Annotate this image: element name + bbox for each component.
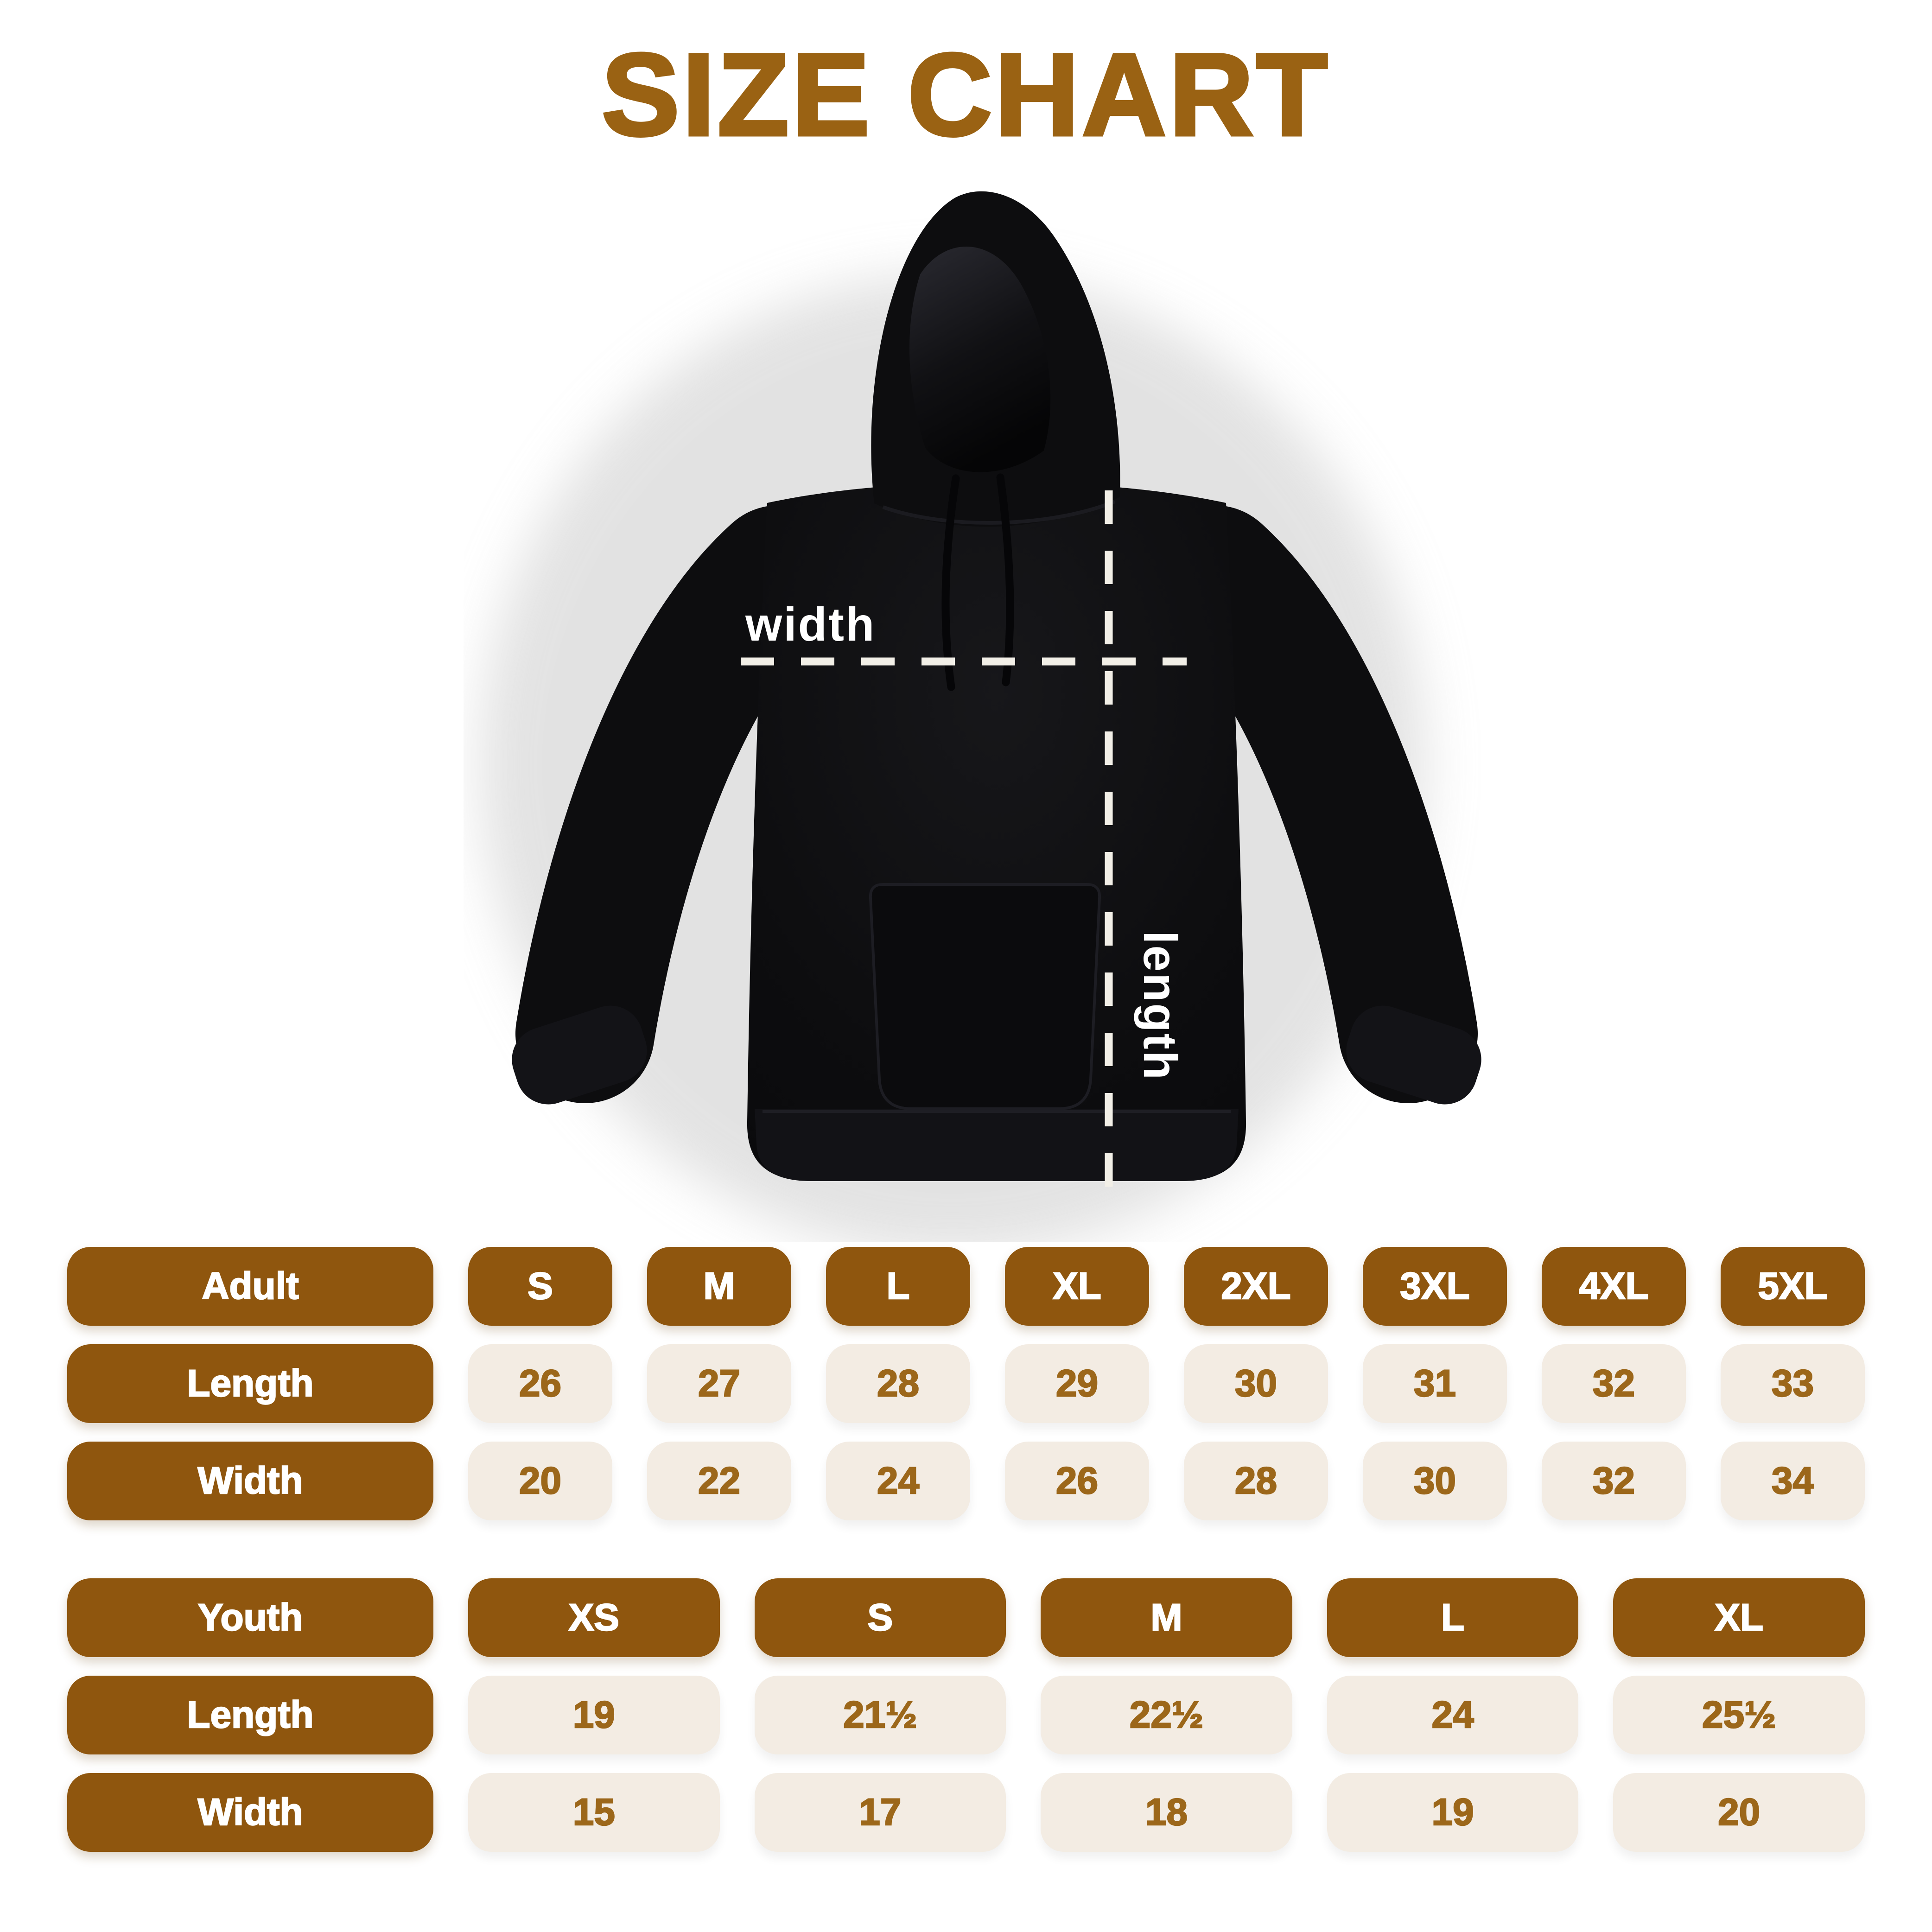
size-header-cell: S xyxy=(754,1578,1006,1657)
value-cell: 18 xyxy=(1041,1773,1292,1852)
value-cell: 24 xyxy=(826,1442,970,1520)
value-cell: 32 xyxy=(1542,1442,1686,1520)
youth-size-table: Youth XS S M L XL Length 19 21½ 22½ 24 2… xyxy=(67,1578,1865,1852)
value-cell: 28 xyxy=(1184,1442,1328,1520)
kangaroo-pocket xyxy=(869,883,1101,1110)
size-header-cell: S xyxy=(468,1247,612,1326)
size-header-cell: XS xyxy=(468,1578,720,1657)
size-header-cell: L xyxy=(1327,1578,1579,1657)
value-cell: 28 xyxy=(826,1344,970,1423)
size-header-cell: 2XL xyxy=(1184,1247,1328,1326)
value-cell: 27 xyxy=(647,1344,791,1423)
value-cell: 29 xyxy=(1005,1344,1149,1423)
size-header-cell: 4XL xyxy=(1542,1247,1686,1326)
row-label-length: Length xyxy=(67,1676,433,1754)
size-header-cell: M xyxy=(1041,1578,1292,1657)
value-cell: 20 xyxy=(1613,1773,1865,1852)
size-header-cell: XL xyxy=(1613,1578,1865,1657)
size-header-cell: L xyxy=(826,1247,970,1326)
adult-size-table: Adult S M L XL 2XL 3XL 4XL 5XL Length 26… xyxy=(67,1247,1865,1520)
collar-seam xyxy=(882,500,1116,525)
value-cell: 32 xyxy=(1542,1344,1686,1423)
value-cell: 19 xyxy=(468,1676,720,1754)
value-cell: 22 xyxy=(647,1442,791,1520)
value-cell: 26 xyxy=(468,1344,612,1423)
value-cell: 17 xyxy=(754,1773,1006,1852)
row-label-width: Width xyxy=(67,1442,433,1520)
length-measure-label: length xyxy=(1134,931,1187,1081)
width-measure-label: width xyxy=(745,598,876,651)
hoodie-diagram: width length xyxy=(464,176,1530,1242)
value-cell: 25½ xyxy=(1613,1676,1865,1754)
value-cell: 30 xyxy=(1363,1442,1507,1520)
size-header-cell: XL xyxy=(1005,1247,1149,1326)
left-cuff xyxy=(512,1005,647,1105)
hoodie-illustration: width length xyxy=(480,191,1481,1242)
right-drawstring xyxy=(996,473,1014,686)
size-header-cell: 3XL xyxy=(1363,1247,1507,1326)
value-cell: 34 xyxy=(1721,1442,1865,1520)
size-header-cell: 5XL xyxy=(1721,1247,1865,1326)
youth-table-title: Youth xyxy=(67,1578,433,1657)
page-title: SIZE CHART xyxy=(600,28,1330,162)
value-cell: 21½ xyxy=(754,1676,1006,1754)
hoodie-body xyxy=(747,482,1246,1181)
left-sleeve xyxy=(515,505,848,1103)
value-cell: 26 xyxy=(1005,1442,1149,1520)
row-label-length: Length xyxy=(67,1344,433,1423)
right-cuff xyxy=(1346,1005,1481,1105)
right-sleeve xyxy=(1145,505,1478,1103)
hood-opening xyxy=(909,247,1051,472)
value-cell: 22½ xyxy=(1041,1676,1292,1754)
size-header-cell: M xyxy=(647,1247,791,1326)
value-cell: 15 xyxy=(468,1773,720,1852)
value-cell: 30 xyxy=(1184,1344,1328,1423)
value-cell: 20 xyxy=(468,1442,612,1520)
value-cell: 19 xyxy=(1327,1773,1579,1852)
hem-band xyxy=(755,1109,1239,1181)
value-cell: 33 xyxy=(1721,1344,1865,1423)
value-cell: 24 xyxy=(1327,1676,1579,1754)
row-label-width: Width xyxy=(67,1773,433,1852)
adult-table-title: Adult xyxy=(67,1247,433,1326)
value-cell: 31 xyxy=(1363,1344,1507,1423)
